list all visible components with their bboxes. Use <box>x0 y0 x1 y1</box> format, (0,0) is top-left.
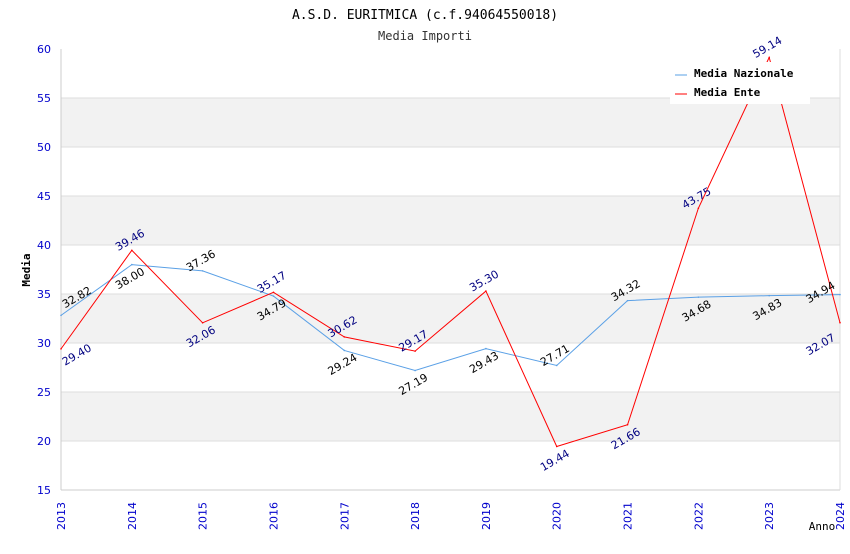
y-tick-label: 45 <box>37 190 51 203</box>
data-point <box>768 56 770 59</box>
y-axis-label: Media <box>20 253 33 286</box>
data-point <box>626 299 629 302</box>
y-tick-label: 15 <box>37 484 51 497</box>
y-tick-label: 40 <box>37 239 51 252</box>
data-point <box>626 423 629 426</box>
grid-band <box>61 98 840 147</box>
data-point <box>839 293 841 296</box>
y-tick-label: 35 <box>37 288 51 301</box>
data-point <box>768 294 770 297</box>
y-tick-label: 55 <box>37 92 51 105</box>
series-line-nazionale <box>60 264 841 372</box>
data-point <box>131 263 133 266</box>
x-tick-label: 2013 <box>55 502 68 530</box>
grid-band <box>61 196 840 245</box>
grid-band <box>61 294 840 343</box>
x-tick-label: 2021 <box>622 502 635 530</box>
data-point <box>343 336 346 338</box>
data-point <box>201 322 204 324</box>
data-point <box>485 290 487 292</box>
data-point <box>343 349 346 352</box>
x-tick-label: 2016 <box>267 502 280 530</box>
data-point <box>485 347 487 350</box>
data-point <box>201 270 204 272</box>
x-tick-label: 2024 <box>834 502 847 530</box>
x-tick-label: 2018 <box>409 502 422 530</box>
x-tick-label: 2017 <box>338 502 351 530</box>
data-point <box>555 445 558 448</box>
data-point <box>60 314 62 317</box>
grid-band <box>61 392 840 441</box>
data-point <box>272 291 275 294</box>
x-tick-label: 2014 <box>126 502 139 530</box>
data-point <box>839 321 841 324</box>
data-point <box>555 364 558 367</box>
x-tick-label: 2023 <box>763 502 776 530</box>
legend-label-ente: Media Ente <box>694 86 761 99</box>
x-tick-label: 2019 <box>480 502 493 530</box>
y-tick-label: 50 <box>37 141 51 154</box>
data-point <box>131 249 133 252</box>
series-line-ente <box>60 55 841 448</box>
data-point <box>60 348 62 350</box>
chart-title: A.S.D. EURITMICA (c.f.94064550018) <box>292 8 558 23</box>
x-axis-label: Anno <box>809 520 836 533</box>
data-point <box>414 350 416 352</box>
y-tick-label: 20 <box>37 435 51 448</box>
x-tick-label: 2022 <box>692 502 705 530</box>
data-point <box>697 207 700 210</box>
y-tick-label: 25 <box>37 386 51 399</box>
y-tick-label: 30 <box>37 337 51 350</box>
y-tick-label: 60 <box>37 43 51 56</box>
x-tick-label: 2015 <box>197 502 210 530</box>
data-point <box>272 295 275 297</box>
x-tick-label: 2020 <box>551 502 564 530</box>
data-point <box>697 296 700 298</box>
data-point <box>414 369 416 372</box>
legend-label-nazionale: Media Nazionale <box>694 67 794 80</box>
legend: Media Nazionale Media Ente <box>670 62 810 104</box>
chart-subtitle: Media Importi <box>378 29 472 43</box>
